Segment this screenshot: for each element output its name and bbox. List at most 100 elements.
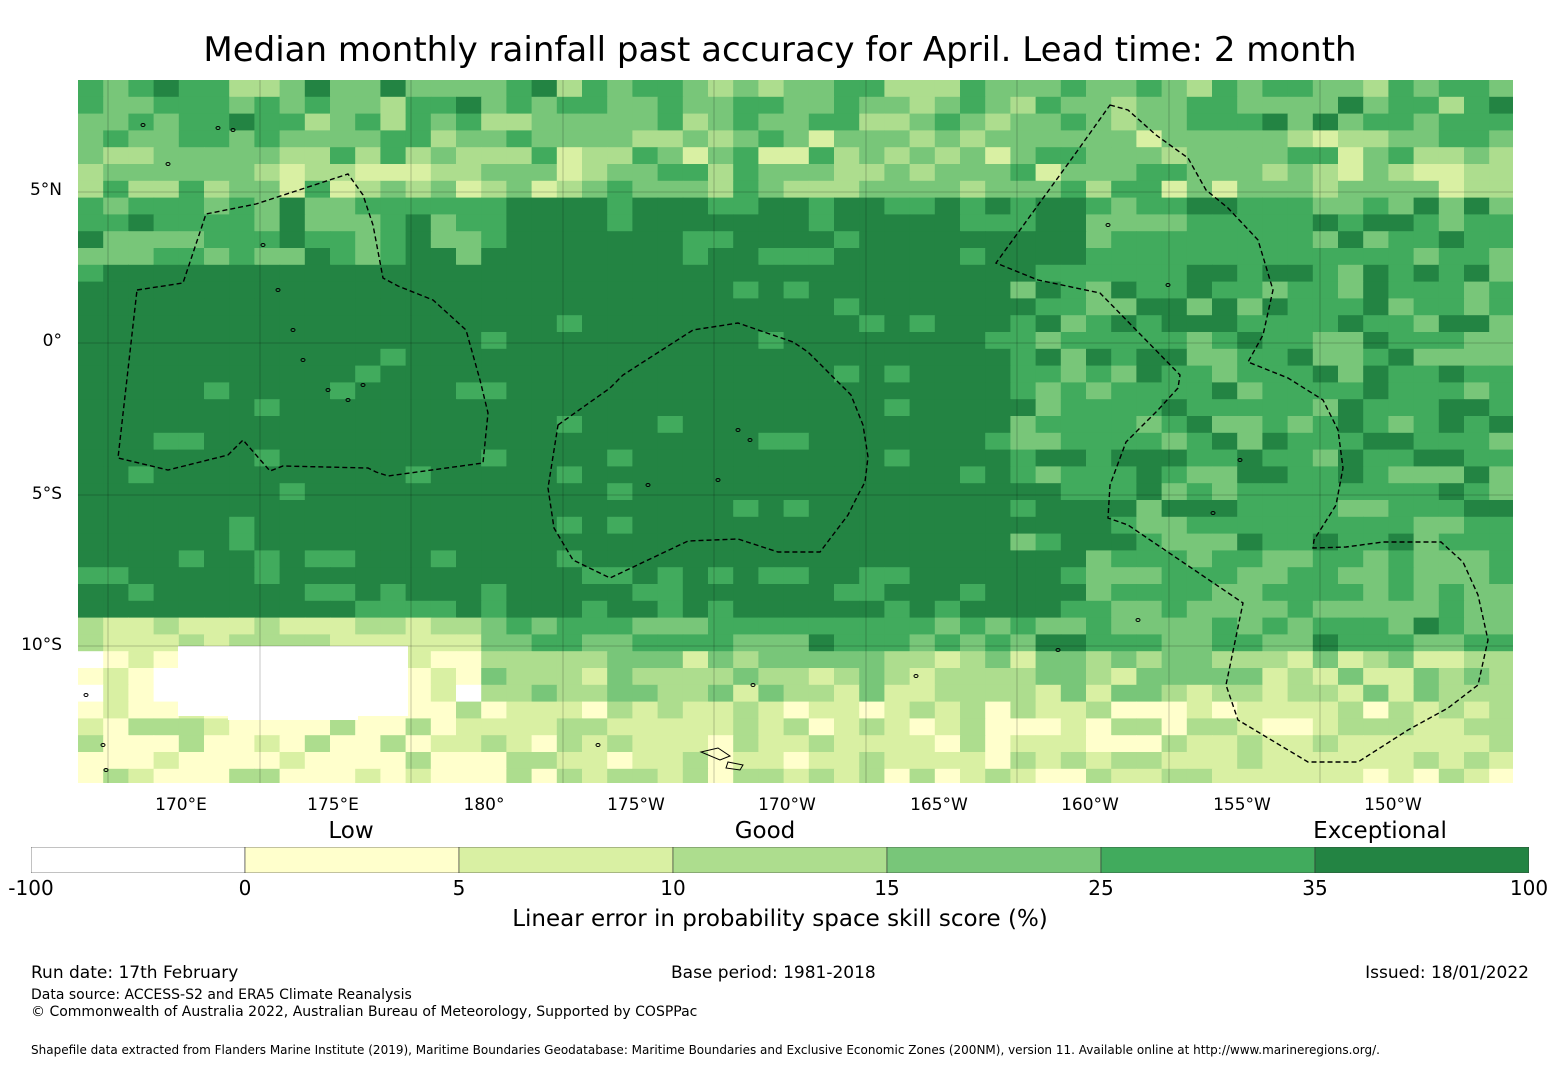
skill-cell: [960, 516, 986, 535]
skill-cell: [1489, 718, 1513, 736]
skill-cell: [1161, 164, 1188, 182]
skill-cell: [279, 315, 306, 333]
skill-cell: [1161, 96, 1188, 115]
skill-cell: [1338, 466, 1364, 484]
skill-cell: [1060, 315, 1087, 333]
skill-cell: [1212, 80, 1238, 98]
skill-cell: [1312, 399, 1339, 417]
skill-cell: [884, 416, 911, 434]
skill-cell: [1363, 668, 1389, 686]
skill-cell: [380, 365, 407, 383]
skill-cell: [1489, 214, 1513, 232]
skill-cell: [1287, 735, 1314, 753]
skill-cell: [682, 500, 709, 518]
skill-cell: [506, 197, 533, 215]
skill-cell: [254, 281, 281, 299]
skill-cell: [1035, 684, 1062, 703]
skill-cell: [1363, 348, 1389, 367]
skill-cell: [708, 432, 734, 451]
skill-cell: [178, 147, 205, 165]
skill-cell: [1035, 668, 1062, 686]
skill-cell: [430, 584, 457, 602]
skill-cell: [355, 348, 381, 367]
skill-cell: [985, 80, 1011, 98]
skill-cell: [884, 365, 911, 383]
skill-cell: [330, 449, 356, 467]
skill-cell: [909, 718, 936, 736]
skill-cell: [430, 382, 457, 400]
skill-cell: [1060, 617, 1087, 635]
skill-cell: [985, 600, 1011, 619]
skill-cell: [1237, 584, 1263, 602]
skill-cell: [1237, 416, 1263, 434]
skill-cell: [178, 315, 205, 333]
skill-cell: [708, 668, 734, 686]
skill-cell: [1262, 483, 1289, 501]
skill-cell: [1212, 735, 1238, 753]
skill-cell: [582, 466, 608, 484]
skill-map: [78, 80, 1513, 783]
skill-cell: [355, 298, 381, 316]
skill-cell: [1287, 214, 1314, 232]
skill-cell: [733, 668, 759, 686]
skill-cell: [103, 96, 129, 115]
skill-cell: [1413, 651, 1440, 669]
skill-cell: [1287, 180, 1314, 199]
skill-cell: [78, 617, 104, 635]
skill-cell: [607, 768, 633, 783]
skill-cell: [985, 113, 1011, 131]
skill-cell: [405, 651, 432, 669]
skill-cell: [1086, 96, 1112, 115]
skill-cell: [229, 264, 255, 283]
skill-cell: [733, 617, 759, 635]
skill-cell: [1388, 516, 1415, 535]
skill-cell: [1388, 281, 1415, 299]
skill-cell: [1489, 180, 1513, 199]
skill-cell: [178, 432, 205, 451]
skill-cell: [1413, 416, 1440, 434]
skill-cell: [960, 365, 986, 383]
skill-cell: [607, 80, 633, 98]
skill-cell: [783, 516, 810, 535]
skill-cell: [1363, 248, 1389, 266]
skill-cell: [1489, 197, 1513, 215]
skill-cell: [405, 634, 432, 652]
skill-cell: [178, 550, 205, 568]
skill-cell: [506, 332, 533, 350]
skill-cell: [1111, 130, 1137, 148]
skill-cell: [1489, 567, 1513, 585]
skill-cell: [934, 281, 961, 299]
skill-cell: [1136, 248, 1163, 266]
skill-cell: [985, 416, 1011, 434]
skill-cell: [456, 231, 482, 249]
skill-cell: [430, 348, 457, 367]
skill-cell: [934, 634, 961, 652]
skill-cell: [733, 264, 759, 283]
skill-cell: [103, 332, 129, 350]
skill-cell: [556, 432, 583, 451]
skill-cell: [1035, 634, 1062, 652]
skill-cell: [531, 281, 558, 299]
skill-cell: [1060, 113, 1087, 131]
skill-cell: [78, 449, 104, 467]
skill-cell: [859, 449, 885, 467]
skill-cell: [1111, 617, 1137, 635]
skill-cell: [607, 281, 633, 299]
skill-cell: [1438, 399, 1465, 417]
skill-cell: [153, 197, 180, 215]
skill-cell: [1489, 516, 1513, 535]
skill-cell: [1035, 483, 1062, 501]
skill-cell: [657, 332, 684, 350]
skill-cell: [1413, 718, 1440, 736]
skill-cell: [254, 617, 281, 635]
skill-cell: [859, 96, 885, 115]
skill-cell: [279, 113, 306, 131]
skill-cell: [481, 382, 507, 400]
skill-cell: [481, 617, 507, 635]
skill-cell: [405, 735, 432, 753]
skill-cell: [1136, 735, 1163, 753]
skill-cell: [279, 449, 306, 467]
skill-cell: [1136, 113, 1163, 131]
skill-cell: [103, 718, 129, 736]
skill-cell: [1136, 382, 1163, 400]
